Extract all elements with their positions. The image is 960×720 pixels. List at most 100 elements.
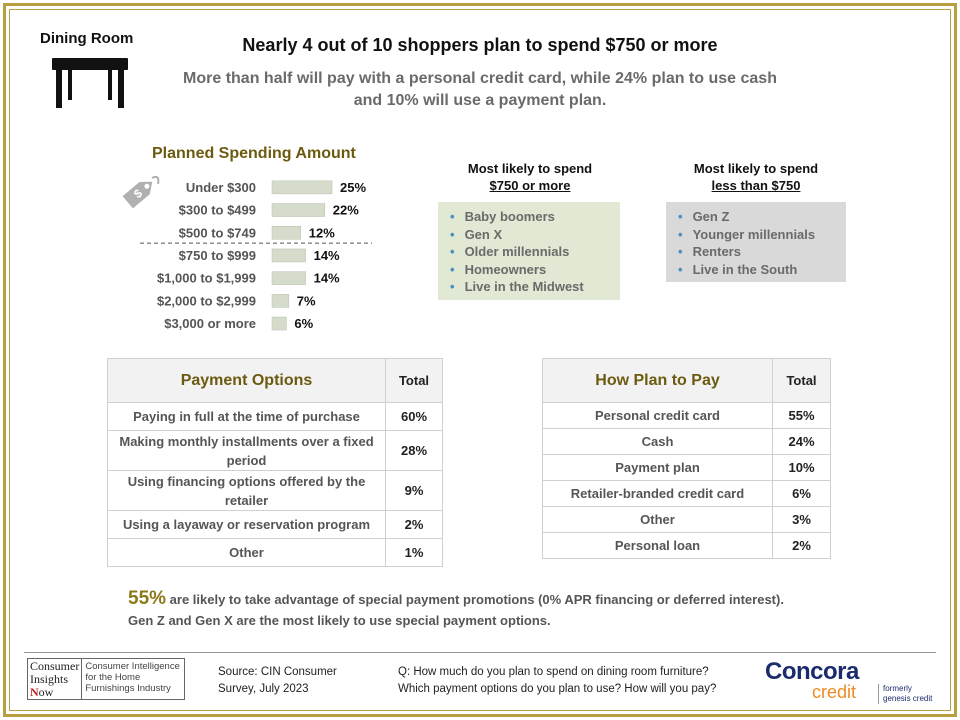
- payment-option-label: Paying in full at the time of purchase: [107, 402, 386, 431]
- category-label: $3,000 or more: [164, 316, 256, 331]
- subheadline: More than half will pay with a personal …: [183, 70, 777, 109]
- bullet-icon: •: [450, 209, 455, 224]
- likely-less-list: • Gen Z • Younger millennials • Renters • Live …: [666, 202, 846, 282]
- likely-less-heading-line2: less than $750: [711, 178, 801, 193]
- plan-to-pay-label: Cash: [542, 428, 773, 455]
- question-line1: Q: How much do you plan to spend on dini…: [398, 666, 709, 678]
- promo-text: are likely to take advantage of special …: [169, 592, 784, 607]
- cin-logo-line1: Consumer: [30, 659, 80, 673]
- plan-to-pay-label: Personal credit card: [542, 402, 773, 429]
- payment-option-row: Making monthly installments over a fixed…: [107, 430, 443, 471]
- category-label: $300 to $499: [179, 203, 256, 218]
- cin-logo-wordmark: Consumer Insights Now: [28, 659, 83, 699]
- plan-to-pay-value: 3%: [772, 506, 831, 533]
- cin-logo: Consumer Insights Now Consumer Intellige…: [27, 658, 185, 700]
- cin-logo-line2: Insights: [30, 672, 69, 686]
- likely-more-item-label: Gen X: [464, 226, 503, 242]
- payment-option-label: Making monthly installments over a fixed…: [107, 430, 386, 471]
- cin-logo-tagline: Consumer Intelligence for the Home Furni…: [85, 661, 180, 694]
- category-label: $1,000 to $1,999: [157, 271, 256, 286]
- payment-option-value: 9%: [385, 470, 443, 511]
- payment-option-label: Using financing options offered by the r…: [107, 470, 386, 511]
- payment-option-row: Paying in full at the time of purchase 60…: [107, 402, 443, 431]
- likely-more-heading: Most likely to spend $750 or more: [440, 160, 620, 194]
- plan-to-pay-row: Retailer-branded credit card 6%: [542, 480, 831, 507]
- plan-to-pay-label: Payment plan: [542, 454, 773, 481]
- formerly-line1: formerly: [883, 684, 912, 693]
- bar: [271, 271, 306, 285]
- bullet-icon: •: [450, 261, 455, 277]
- plan-to-pay-label: Personal loan: [542, 532, 773, 559]
- plan-to-pay-value: 6%: [772, 480, 831, 507]
- payment-option-label: Using a layaway or reservation program: [107, 510, 386, 539]
- data-label: 14%: [314, 248, 340, 263]
- plan-to-pay-row: Cash 24%: [542, 428, 831, 455]
- data-label: 14%: [314, 271, 340, 286]
- bullet-icon: •: [450, 226, 455, 242]
- bullet-icon: •: [678, 226, 683, 242]
- page-frame: [3, 3, 957, 717]
- data-label: 22%: [333, 203, 359, 218]
- promo-line2: Gen Z and Gen X are the most likely to u…: [128, 613, 551, 628]
- likely-less-item: • Renters: [678, 243, 838, 261]
- bullet-icon: •: [678, 209, 683, 224]
- payment-option-label: Other: [107, 538, 386, 567]
- likely-less-heading-line1: Most likely to spend: [693, 161, 819, 176]
- plan-to-pay-row: Personal loan 2%: [542, 532, 831, 559]
- payment-options-total-header: Total: [385, 358, 443, 403]
- bullet-icon: •: [450, 279, 455, 294]
- plan-to-pay-title: How Plan to Pay: [542, 358, 773, 403]
- likely-less-item-label: Gen Z: [692, 209, 730, 224]
- category-label: $500 to $749: [179, 225, 256, 240]
- plan-to-pay-label: Other: [542, 506, 773, 533]
- likely-more-heading-line1: Most likely to spend: [467, 161, 593, 176]
- likely-more-list: • Baby boomers • Gen X • Older millennials • Ho…: [438, 202, 620, 300]
- cin-logo-line3: Now: [30, 686, 79, 699]
- plan-to-pay-row: Payment plan 10%: [542, 454, 831, 481]
- likely-less-item: • Gen Z: [678, 208, 838, 226]
- plan-to-pay-value: 55%: [772, 402, 831, 429]
- bar: [271, 180, 333, 195]
- room-label: Dining Room: [40, 30, 134, 47]
- likely-more-item: • Live in the Midwest: [450, 278, 612, 296]
- payment-option-value: 60%: [385, 402, 443, 431]
- payment-option-value: 1%: [385, 538, 443, 567]
- likely-more-item-label: Live in the Midwest: [464, 279, 584, 294]
- concora-logo: Concora credit formerly genesis credit: [760, 658, 940, 704]
- page-frame-inner: [9, 9, 951, 711]
- source-line1: Source: CIN Consumer: [218, 666, 337, 678]
- data-label: 7%: [297, 293, 316, 308]
- chart-title: Planned Spending Amount: [152, 145, 356, 162]
- plan-to-pay-table: How Plan to Pay Total Personal credit ca…: [542, 358, 831, 559]
- bar: [271, 248, 306, 263]
- survey-question: Q: How much do you plan to spend on dini…: [398, 664, 716, 698]
- likely-more-item: • Gen X: [450, 226, 612, 244]
- headline: Nearly 4 out of 10 shoppers plan to spen…: [242, 35, 718, 55]
- likely-less-item-label: Younger millennials: [692, 226, 816, 242]
- likely-more-item: • Baby boomers: [450, 208, 612, 226]
- plan-to-pay-value: 2%: [772, 532, 831, 559]
- payment-option-row: Other 1%: [107, 538, 443, 567]
- plan-to-pay-value: 24%: [772, 428, 831, 455]
- category-label: $750 to $999: [179, 248, 256, 263]
- data-label: 6%: [294, 316, 313, 331]
- payment-option-value: 28%: [385, 430, 443, 471]
- dining-table-icon: [52, 58, 128, 108]
- category-label: Under $300: [186, 180, 256, 195]
- footer-divider: [24, 652, 936, 653]
- payment-options-table: Payment Options Total Paying in full at …: [107, 358, 443, 567]
- bullet-icon: •: [450, 244, 455, 259]
- likely-more-item-label: Older millennials: [464, 244, 570, 259]
- promo-note: 55% are likely to take advantage of spec…: [128, 588, 784, 631]
- spending-bar-chart: Under $300 25% $300 to $499 22% $500 to $749…: [140, 180, 372, 331]
- payment-options-title: Payment Options: [107, 358, 386, 403]
- payment-option-value: 2%: [385, 510, 443, 539]
- likely-more-item: • Homeowners: [450, 261, 612, 279]
- source-line2: Survey, July 2023: [218, 683, 309, 695]
- plan-to-pay-label: Retailer-branded credit card: [542, 480, 773, 507]
- source-note: Source: CIN Consumer Survey, July 2023: [218, 664, 337, 698]
- plan-to-pay-value: 10%: [772, 454, 831, 481]
- category-label: $2,000 to $2,999: [157, 293, 256, 308]
- cin-logo-ow: ow: [38, 685, 54, 699]
- likely-more-item-label: Baby boomers: [464, 209, 555, 224]
